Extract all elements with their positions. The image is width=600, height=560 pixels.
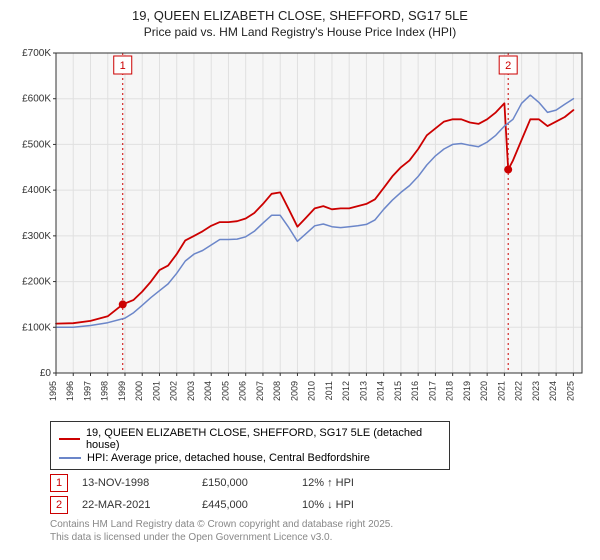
legend-swatch-2 xyxy=(59,457,81,459)
event-price-2: £445,000 xyxy=(202,499,302,511)
event-price-1: £150,000 xyxy=(202,477,302,489)
svg-text:£400K: £400K xyxy=(22,185,51,196)
chart-container: 19, QUEEN ELIZABETH CLOSE, SHEFFORD, SG1… xyxy=(0,0,600,550)
svg-text:2017: 2017 xyxy=(427,381,437,401)
legend-label-1: 19, QUEEN ELIZABETH CLOSE, SHEFFORD, SG1… xyxy=(86,427,441,451)
footer-line-1: Contains HM Land Registry data © Crown c… xyxy=(50,518,570,531)
event-note-2: 10% ↓ HPI xyxy=(302,499,402,511)
legend: 19, QUEEN ELIZABETH CLOSE, SHEFFORD, SG1… xyxy=(50,421,450,470)
svg-text:1996: 1996 xyxy=(65,381,75,401)
svg-text:2005: 2005 xyxy=(220,381,230,401)
svg-text:2023: 2023 xyxy=(531,381,541,401)
event-marker-2: 2 xyxy=(50,496,68,514)
svg-text:£0: £0 xyxy=(40,368,52,379)
svg-text:1995: 1995 xyxy=(48,381,58,401)
svg-text:2012: 2012 xyxy=(341,381,351,401)
svg-text:2006: 2006 xyxy=(238,381,248,401)
svg-text:2014: 2014 xyxy=(376,381,386,401)
event-table: 1 13-NOV-1998 £150,000 12% ↑ HPI 2 22-MA… xyxy=(50,474,570,514)
svg-text:£500K: £500K xyxy=(22,139,51,150)
svg-text:£600K: £600K xyxy=(22,94,51,105)
svg-text:£300K: £300K xyxy=(22,231,51,242)
svg-text:£100K: £100K xyxy=(22,322,51,333)
svg-text:2016: 2016 xyxy=(410,381,420,401)
svg-text:1999: 1999 xyxy=(117,381,127,401)
svg-text:2021: 2021 xyxy=(496,381,506,401)
svg-text:2022: 2022 xyxy=(514,381,524,401)
event-row-1: 1 13-NOV-1998 £150,000 12% ↑ HPI xyxy=(50,474,570,492)
event-date-1: 13-NOV-1998 xyxy=(82,477,202,489)
svg-text:2009: 2009 xyxy=(289,381,299,401)
chart-area: £0 £100K £200K £300K £400K £500K £600K £700K 199… xyxy=(10,45,590,415)
event-row-2: 2 22-MAR-2021 £445,000 10% ↓ HPI xyxy=(50,496,570,514)
svg-text:1997: 1997 xyxy=(82,381,92,401)
svg-text:2: 2 xyxy=(505,60,511,72)
svg-text:2018: 2018 xyxy=(445,381,455,401)
svg-text:2025: 2025 xyxy=(565,381,575,401)
event-marker-1: 1 xyxy=(50,474,68,492)
svg-text:2004: 2004 xyxy=(203,381,213,401)
svg-text:2007: 2007 xyxy=(255,381,265,401)
chart-subtitle: Price paid vs. HM Land Registry's House … xyxy=(10,25,590,39)
svg-text:2024: 2024 xyxy=(548,381,558,401)
footer: Contains HM Land Registry data © Crown c… xyxy=(50,518,570,544)
chart-title: 19, QUEEN ELIZABETH CLOSE, SHEFFORD, SG1… xyxy=(10,8,590,23)
event-note-1: 12% ↑ HPI xyxy=(302,477,402,489)
legend-row-price-paid: 19, QUEEN ELIZABETH CLOSE, SHEFFORD, SG1… xyxy=(59,427,441,451)
svg-text:1998: 1998 xyxy=(100,381,110,401)
svg-text:2003: 2003 xyxy=(186,381,196,401)
legend-swatch-1 xyxy=(59,438,80,440)
svg-text:2010: 2010 xyxy=(307,381,317,401)
svg-text:2020: 2020 xyxy=(479,381,489,401)
svg-text:£700K: £700K xyxy=(22,48,51,59)
footer-line-2: This data is licensed under the Open Gov… xyxy=(50,531,570,544)
svg-text:2011: 2011 xyxy=(324,381,334,400)
svg-text:2002: 2002 xyxy=(169,381,179,401)
svg-text:2015: 2015 xyxy=(393,381,403,401)
svg-text:2000: 2000 xyxy=(134,381,144,401)
svg-text:£200K: £200K xyxy=(22,277,51,288)
svg-text:2008: 2008 xyxy=(272,381,282,401)
legend-row-hpi: HPI: Average price, detached house, Cent… xyxy=(59,452,441,464)
legend-label-2: HPI: Average price, detached house, Cent… xyxy=(87,452,370,464)
svg-text:2013: 2013 xyxy=(358,381,368,401)
line-chart-svg: £0 £100K £200K £300K £400K £500K £600K £700K 199… xyxy=(10,45,590,415)
svg-text:1: 1 xyxy=(120,60,126,72)
svg-text:2001: 2001 xyxy=(151,381,161,401)
event-date-2: 22-MAR-2021 xyxy=(82,499,202,511)
svg-text:2019: 2019 xyxy=(462,381,472,401)
